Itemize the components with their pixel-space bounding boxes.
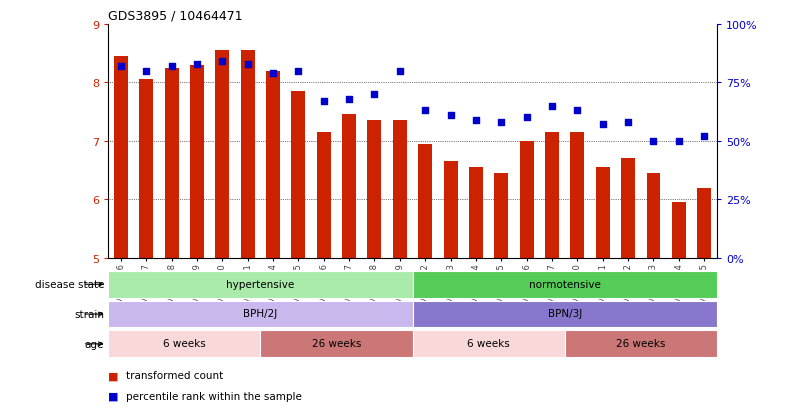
Bar [266,71,280,258]
Point [115,64,127,70]
Point [521,115,533,121]
Point [139,68,152,75]
Point [191,61,203,68]
Point [596,122,609,128]
Point [444,112,457,119]
Point [343,96,356,103]
Point [469,117,482,124]
Point [545,103,558,110]
Text: ■: ■ [108,391,119,401]
Bar [316,133,331,258]
Bar [392,121,407,258]
Bar [469,168,483,258]
Bar [413,331,565,357]
Bar [570,133,585,258]
Bar [164,69,179,258]
Point [495,119,508,126]
Point [368,91,381,98]
Text: age: age [85,339,104,349]
Text: hypertensive: hypertensive [226,279,295,289]
Bar [413,271,717,298]
Text: strain: strain [74,309,104,319]
Point [571,108,584,114]
Bar [494,173,509,258]
Text: GDS3895 / 10464471: GDS3895 / 10464471 [108,9,243,22]
Point [267,71,280,77]
Text: disease state: disease state [34,280,104,290]
Bar [108,271,413,298]
Bar [139,80,153,258]
Text: 26 weeks: 26 weeks [616,338,666,349]
Point [393,68,406,75]
Text: 6 weeks: 6 weeks [467,338,510,349]
Text: ■: ■ [108,370,119,380]
Text: 6 weeks: 6 weeks [163,338,206,349]
Point [672,138,685,145]
Bar [672,203,686,258]
Bar [215,51,229,258]
Bar [114,57,128,258]
Point [698,133,710,140]
Bar [565,331,717,357]
Point [292,68,304,75]
Bar [108,301,413,328]
Bar [596,168,610,258]
Bar [621,159,635,258]
Bar [190,66,204,258]
Bar [240,51,255,258]
Point [647,138,660,145]
Bar [342,115,356,258]
Bar [697,188,711,258]
Point [165,64,178,70]
Point [241,61,254,68]
Bar [545,133,559,258]
Bar [108,331,260,357]
Bar [646,173,661,258]
Bar [292,92,305,258]
Text: BPH/2J: BPH/2J [244,309,277,319]
Text: percentile rank within the sample: percentile rank within the sample [126,391,302,401]
Bar [520,142,533,258]
Bar [444,162,457,258]
Point [622,119,634,126]
Point [317,98,330,105]
Text: transformed count: transformed count [126,370,223,380]
Bar [413,301,717,328]
Text: BPN/3J: BPN/3J [548,309,582,319]
Bar [418,145,433,258]
Text: normotensive: normotensive [529,279,601,289]
Point [419,108,432,114]
Point [216,59,229,65]
Text: 26 weeks: 26 weeks [312,338,361,349]
Bar [368,121,381,258]
Bar [260,331,413,357]
